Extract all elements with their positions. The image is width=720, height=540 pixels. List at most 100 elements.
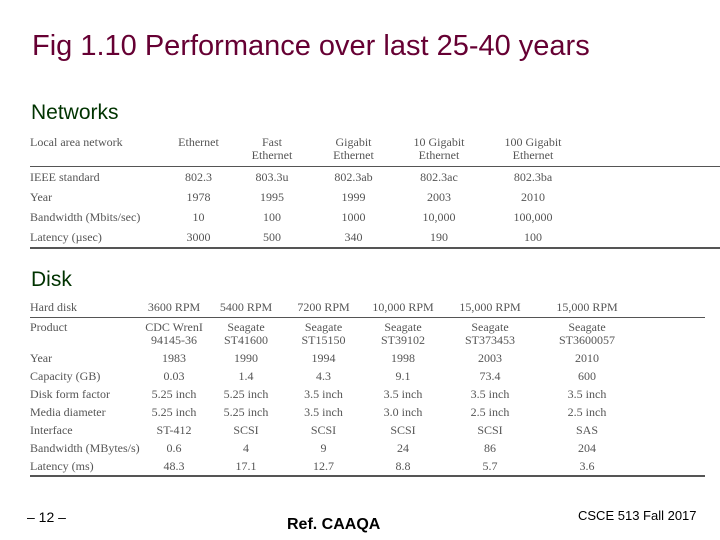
- network-spacer-cell: [583, 134, 720, 167]
- disk-spacer-cell: [637, 318, 705, 350]
- disk-value-cell: SCSI: [310, 423, 337, 437]
- disk-value-cell: 48.3: [140, 457, 208, 477]
- slide-title: Fig 1.10 Performance over last 25-40 yea…: [32, 30, 590, 62]
- disk-value-cell: 3.5 inch: [470, 387, 510, 401]
- disk-value-cell: 1.4: [238, 369, 254, 383]
- network-label-cell: Bandwidth (Mbits/sec): [30, 210, 141, 224]
- disk-label-cell: Year: [30, 351, 53, 365]
- disk-row: Media diameter 5.25 inch 5.25 inch 3.5 inch…: [30, 403, 705, 421]
- page-number: – 12 –: [27, 509, 66, 525]
- disk-value-cell: 5.25 inch: [223, 387, 269, 401]
- disk-heading: Disk: [31, 268, 72, 291]
- disk-value-cell: SAS: [575, 423, 598, 437]
- disk-row: Interface ST-412 SCSI SCSI SCSI SCSI SAS: [30, 421, 705, 439]
- disk-spacer-cell: [637, 421, 705, 439]
- disk-value-cell: 1998: [391, 351, 415, 365]
- disk-spacer-cell: [637, 457, 705, 477]
- disk-value-cell: 24: [397, 441, 409, 455]
- network-value-cell: Gigabit Ethernet: [312, 134, 395, 167]
- disk-value-cell: 7200 RPM: [284, 299, 363, 318]
- network-value-cell: 802.3ab: [334, 170, 373, 184]
- network-row: IEEE standard 802.3 803.3u 802.3ab 802.3ac 80…: [30, 167, 720, 188]
- disk-value-cell: 3.0 inch: [383, 405, 423, 419]
- disk-value-cell: SCSI: [390, 423, 416, 437]
- network-value-cell: 500: [232, 227, 312, 249]
- disk-value-cell: 5400 RPM: [208, 299, 284, 318]
- disk-value-cell: 3.5 inch: [304, 405, 343, 419]
- disk-value-cell: 73.4: [479, 369, 501, 383]
- disk-value-cell: 1990: [234, 351, 258, 365]
- course-label: CSCE 513 Fall 2017: [578, 508, 697, 523]
- network-label-cell: Latency (µsec): [30, 227, 165, 249]
- disk-label-cell: Bandwidth (MBytes/s): [30, 441, 140, 455]
- network-spacer-cell: [583, 207, 720, 227]
- network-value-cell: Fast Ethernet: [232, 134, 312, 167]
- disk-value-cell: 600: [578, 369, 596, 383]
- disk-value-cell: 3.6: [537, 457, 637, 477]
- network-value-cell: 2010: [521, 190, 545, 204]
- network-value-cell: 10 Gigabit Ethernet: [395, 134, 483, 167]
- network-value-cell: 100 Gigabit Ethernet: [483, 134, 583, 167]
- networks-table: Local area network Ethernet Fast Ethernet G…: [30, 134, 720, 249]
- disk-value-cell: 15,000 RPM: [537, 299, 637, 318]
- disk-value-cell: 5.25 inch: [223, 405, 269, 419]
- disk-label-cell: Hard disk: [30, 299, 140, 318]
- network-header: Local area network Ethernet Fast Ethernet G…: [30, 134, 720, 167]
- network-value-cell: 803.3u: [255, 170, 289, 184]
- network-label-cell: IEEE standard: [30, 170, 100, 184]
- disk-label-cell: Latency (ms): [30, 457, 140, 477]
- network-value-cell: 100: [483, 227, 583, 249]
- disk-value-cell: 8.8: [363, 457, 443, 477]
- disk-label-cell: Capacity (GB): [30, 369, 101, 383]
- disk-spacer-cell: [637, 385, 705, 403]
- disk-value-cell: 3.5 inch: [567, 387, 607, 401]
- networks-heading: Networks: [31, 101, 119, 124]
- disk-value-cell: 5.25 inch: [151, 387, 197, 401]
- disk-value-cell: SCSI: [233, 423, 259, 437]
- network-value-cell: 802.3ac: [420, 170, 458, 184]
- disk-value-cell: Seagate ST15150: [301, 320, 346, 347]
- network-value-cell: Ethernet: [165, 134, 232, 167]
- network-value-cell: 1995: [260, 190, 284, 204]
- network-value-cell: 10: [192, 210, 205, 224]
- disk-row: Year 1983 1990 1994 1998 2003 2010: [30, 349, 705, 367]
- disk-value-cell: 0.03: [163, 369, 185, 383]
- network-value-cell: 2003: [427, 190, 451, 204]
- network-value-cell: 340: [312, 227, 395, 249]
- disk-value-cell: 86: [484, 441, 496, 455]
- network-row: Latency (µsec) 3000 500 340 190 100: [30, 227, 720, 249]
- disk-value-cell: 2010: [575, 351, 599, 365]
- disk-value-cell: Seagate ST39102: [380, 320, 425, 347]
- disk-row: Disk form factor 5.25 inch 5.25 inch 3.5 in…: [30, 385, 705, 403]
- disk-value-cell: CDC WrenI 94145-36: [145, 320, 203, 347]
- disk-value-cell: 2.5 inch: [470, 405, 510, 419]
- network-value-cell: 1978: [186, 190, 211, 204]
- disk-label-cell: Media diameter: [30, 405, 106, 419]
- disk-value-cell: 3.5 inch: [383, 387, 423, 401]
- network-spacer-cell: [583, 187, 720, 207]
- disk-value-cell: 15,000 RPM: [443, 299, 537, 318]
- disk-spacer-cell: [637, 367, 705, 385]
- disk-row: Capacity (GB) 0.03 1.4 4.3 9.1 73.4 600: [30, 367, 705, 385]
- network-value-cell: 190: [395, 227, 483, 249]
- network-row: Bandwidth (Mbits/sec) 10 100 1000 10,000 100,…: [30, 207, 720, 227]
- network-row: Year 1978 1995 1999 2003 2010: [30, 187, 720, 207]
- network-value-cell: 802.3: [185, 170, 212, 184]
- disk-header: Hard disk 3600 RPM 5400 RPM 7200 RPM 10,000 …: [30, 299, 705, 318]
- disk-row: Latency (ms) 48.3 17.1 12.7 8.8 5.7 3.6: [30, 457, 705, 477]
- disk-spacer-cell: [637, 349, 705, 367]
- disk-value-cell: 4.3: [316, 369, 331, 383]
- disk-value-cell: 1994: [311, 351, 336, 365]
- disk-value-cell: Seagate ST373453: [464, 320, 515, 347]
- disk-value-cell: 2003: [478, 351, 502, 365]
- disk-value-cell: Seagate ST3600057: [558, 320, 615, 347]
- disk-value-cell: 204: [578, 441, 596, 455]
- network-label-cell: Year: [30, 190, 53, 204]
- disk-value-cell: ST-412: [156, 423, 192, 437]
- network-value-cell: 100: [263, 210, 281, 224]
- disk-value-cell: 3.5 inch: [304, 387, 343, 401]
- disk-value-cell: 3600 RPM: [140, 299, 208, 318]
- network-value-cell: 3000: [165, 227, 232, 249]
- disk-value-cell: 0.6: [166, 441, 182, 455]
- disk-spacer-cell: [637, 299, 705, 318]
